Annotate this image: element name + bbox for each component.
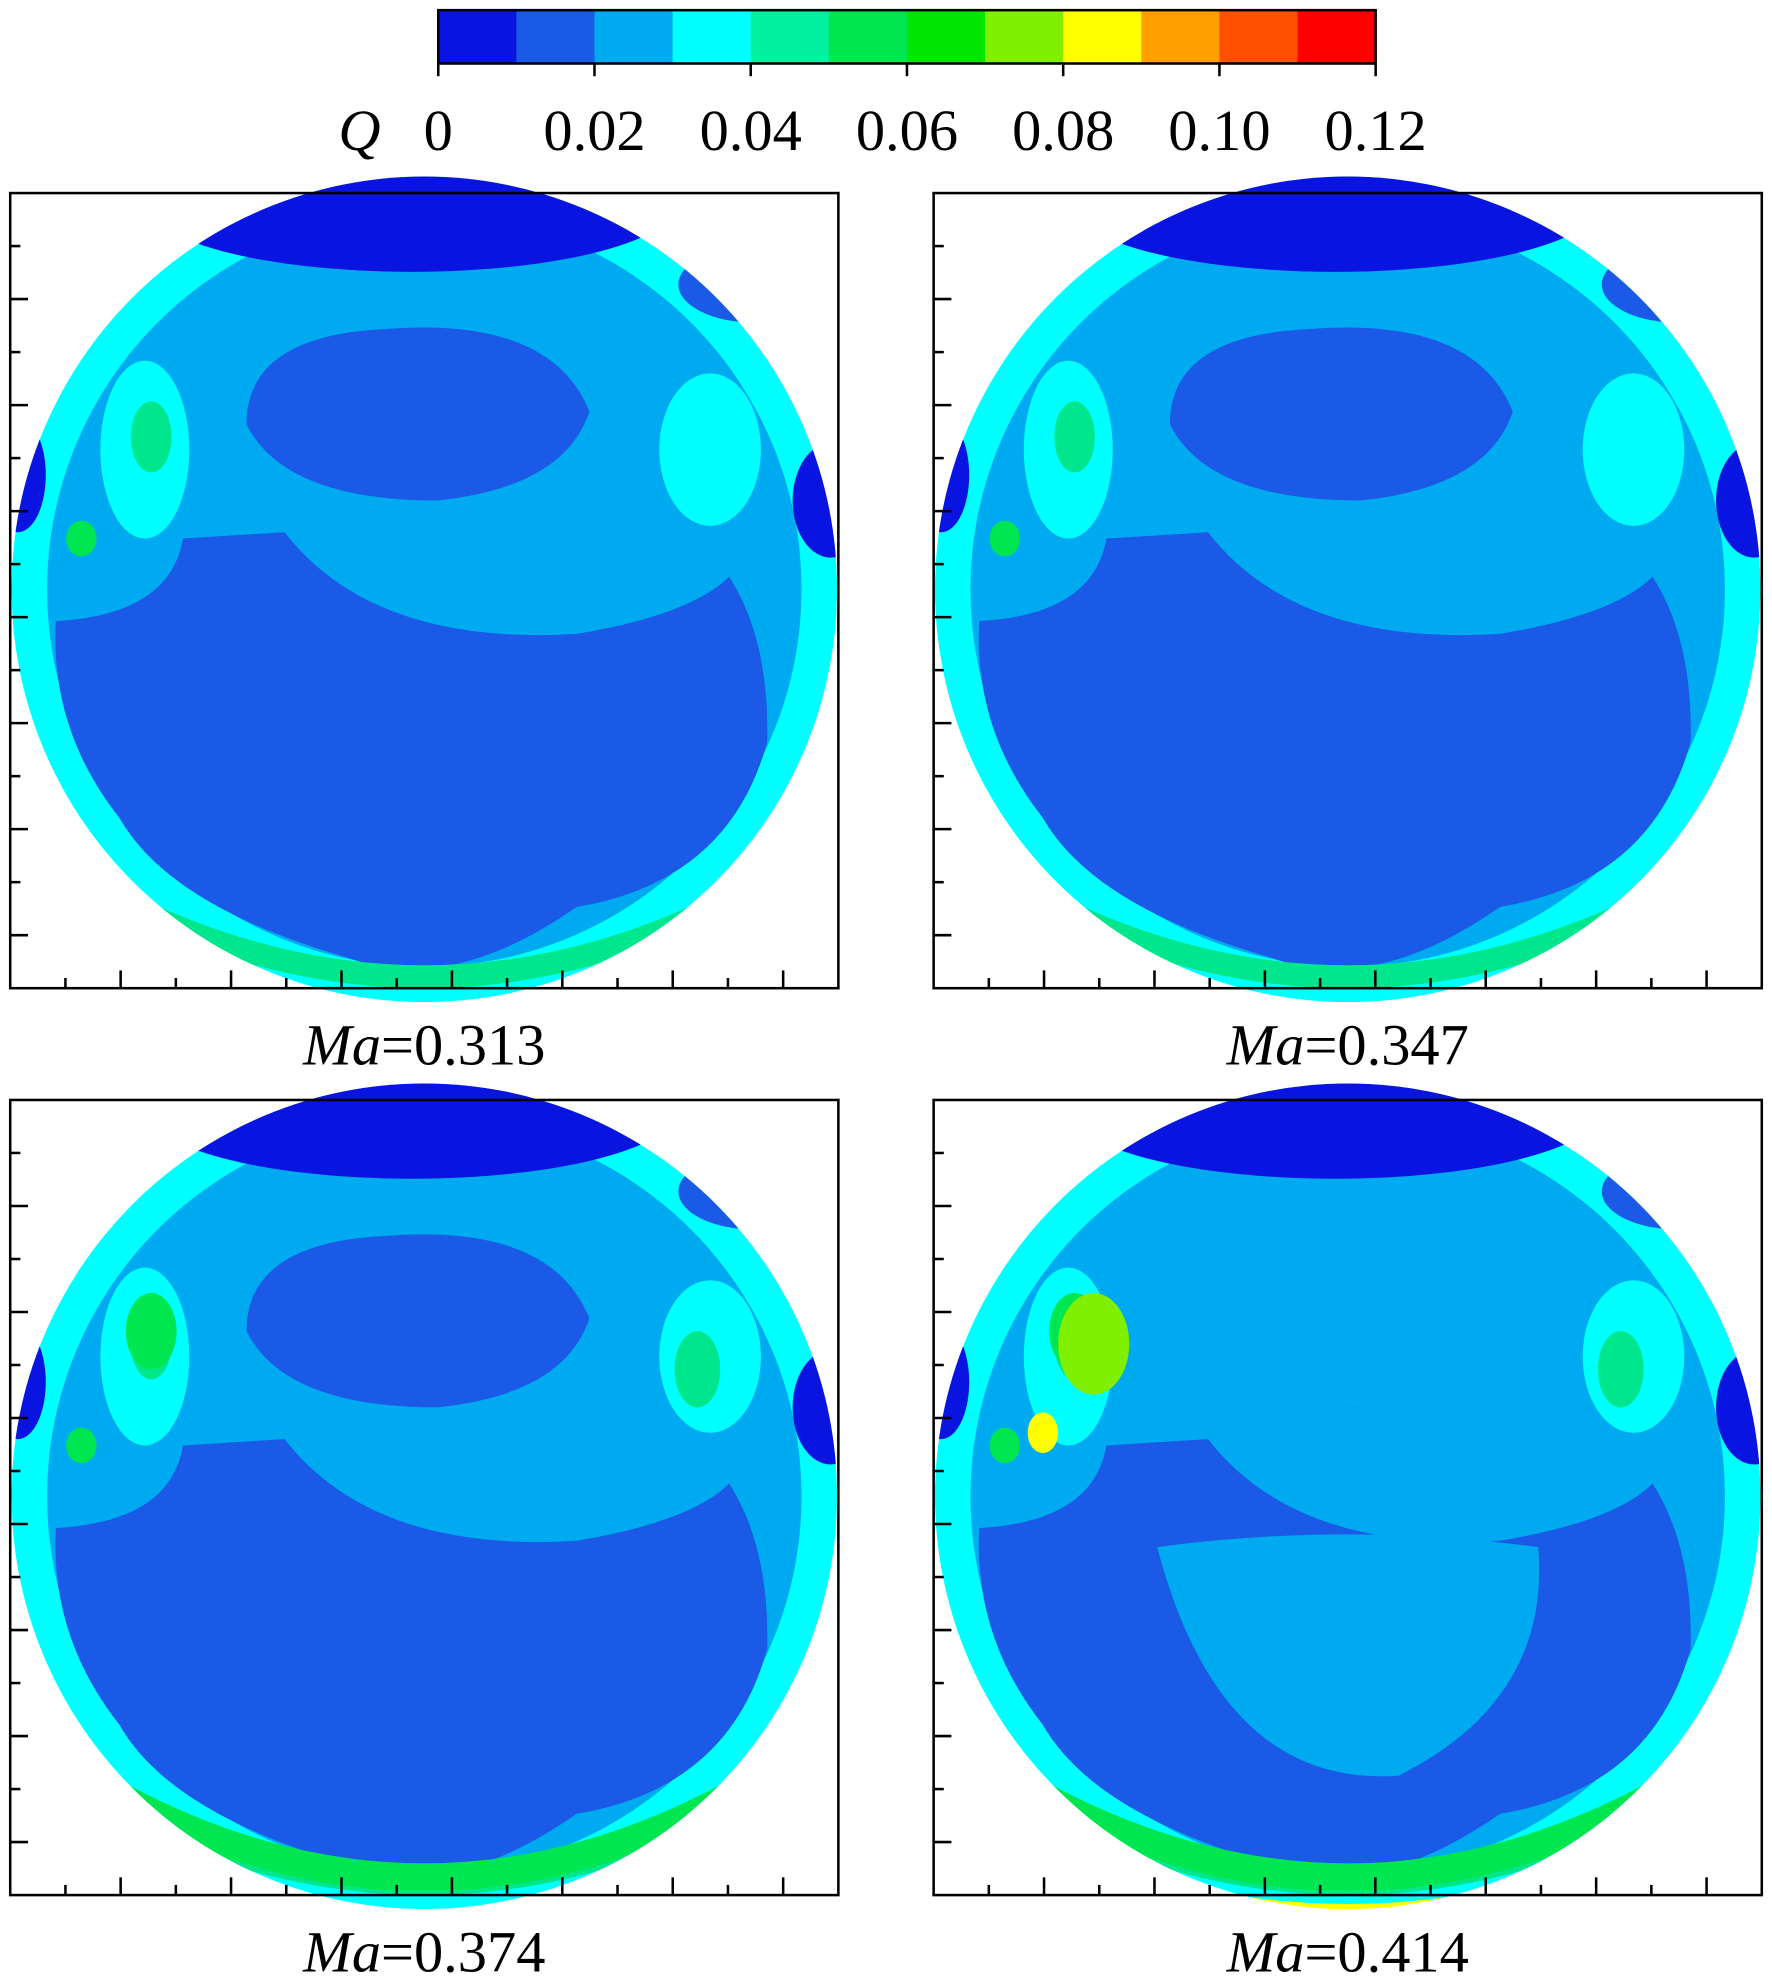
colorbar-bin <box>594 10 674 64</box>
colorbar-tick-label: 0 <box>424 98 453 163</box>
contour-patch <box>125 1293 177 1370</box>
colorbar-bin <box>1141 10 1221 64</box>
colorbar-tick-label: 0.02 <box>543 98 645 163</box>
colorbar-bin <box>906 10 986 64</box>
colorbar-tick-label: 0.08 <box>1012 98 1114 163</box>
contour-field <box>0 1039 869 1909</box>
contour-panel: Ma=0.313 <box>0 132 869 1077</box>
colorbar-bin <box>1219 10 1299 64</box>
colorbar-tick-label: 0.04 <box>700 98 802 163</box>
panel-frame <box>932 191 1764 990</box>
colorbar-bin <box>516 10 596 64</box>
colorbar-bin <box>985 10 1064 64</box>
contour-panel: Ma=0.414 <box>913 1039 1772 1984</box>
contour-field <box>913 132 1772 1002</box>
contour-panel: Ma=0.347 <box>913 132 1772 1077</box>
panel-frame <box>932 1098 1764 1897</box>
panel-label: Ma=0.414 <box>1226 1919 1469 1984</box>
contour-field <box>0 132 869 1002</box>
contour-patch <box>1058 1293 1130 1395</box>
colorbar-tick-label: 0.12 <box>1325 98 1427 163</box>
panel-label: Ma=0.347 <box>1226 1012 1469 1077</box>
contour-patch <box>1597 1331 1644 1408</box>
panel-label: Ma=0.313 <box>302 1012 545 1077</box>
panel-label: Ma=0.374 <box>302 1919 545 1984</box>
contour-panel: Ma=0.374 <box>0 1039 869 1984</box>
colorbar-bin <box>828 10 908 64</box>
contour-fill <box>0 1039 869 1909</box>
colorbar-label: Q <box>338 98 380 163</box>
contour-fill <box>913 1039 1772 1909</box>
colorbar-bin <box>672 10 752 64</box>
contour-patch <box>674 1331 721 1408</box>
contour-field <box>913 1039 1772 1910</box>
panel-frame <box>8 191 840 990</box>
colorbar-bin <box>1063 10 1142 64</box>
contour-fill <box>913 132 1772 1002</box>
contour-patch <box>1157 1534 1540 1777</box>
contour-patch <box>1027 1412 1059 1454</box>
contour-patch <box>1169 1234 1513 1408</box>
colorbar-tick-label: 0.10 <box>1168 98 1270 163</box>
panel-frame <box>8 1098 840 1897</box>
contour-fill <box>0 132 869 1002</box>
colorbar-bin <box>438 10 518 64</box>
colorbar-tick-label: 0.06 <box>856 98 958 163</box>
colorbar-bin <box>1297 10 1377 64</box>
colorbar-bin <box>750 10 830 64</box>
